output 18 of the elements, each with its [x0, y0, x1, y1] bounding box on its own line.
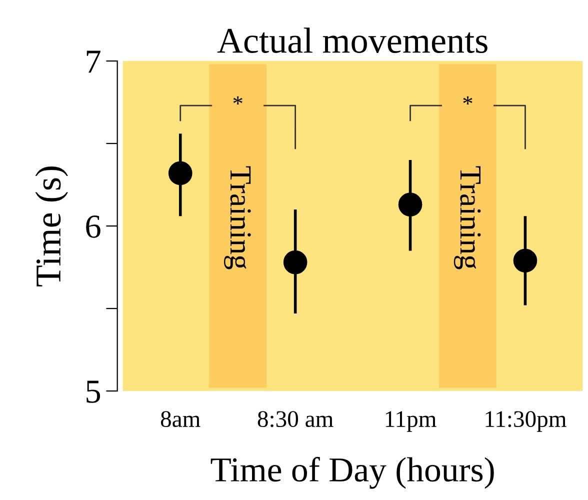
y-tick-label: 7	[86, 50, 100, 73]
y-tick-label: 6	[86, 215, 100, 238]
point	[398, 192, 422, 216]
point	[168, 161, 192, 186]
x-tick-label: 8am	[160, 411, 200, 428]
point	[283, 250, 308, 274]
point	[513, 248, 538, 273]
x-axis-title: Time of Day (hours)	[210, 456, 494, 489]
x-tick-label: 11pm	[386, 411, 436, 432]
annotation: *	[233, 96, 242, 104]
x-tick-label: 11:30pm	[486, 411, 566, 432]
y-tick-label: 5	[86, 380, 100, 403]
x-tick-label: 8:30 am	[258, 411, 334, 428]
annotation: *	[463, 96, 472, 104]
y-axis-title: Time (s)	[35, 166, 68, 286]
band-label: Training	[224, 166, 251, 270]
chart-title: Actual movements	[217, 28, 488, 54]
band-label: Training	[454, 166, 481, 270]
